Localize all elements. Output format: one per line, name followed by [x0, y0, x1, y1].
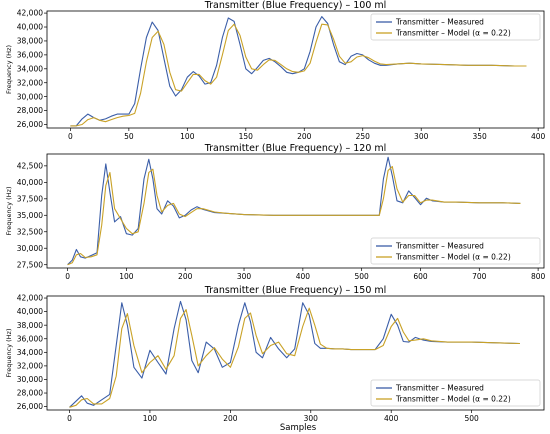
- y-tick-label: 26,000: [17, 120, 43, 129]
- chart-title: Transmitter (Blue Frequency) – 150 ml: [204, 285, 387, 296]
- y-tick-label: 27,500: [17, 260, 43, 269]
- y-tick-label: 34,000: [17, 348, 43, 357]
- x-tick-label: 300: [237, 272, 252, 281]
- x-tick-label: 100: [119, 272, 134, 281]
- series-line-measured: [67, 156, 521, 266]
- chart-title: Transmitter (Blue Frequency) – 120 ml: [204, 143, 387, 154]
- series-line-measured: [70, 16, 527, 127]
- figure-x-axis-label: Samples: [280, 423, 317, 433]
- y-axis-label: Frequency (Hz): [5, 45, 13, 94]
- y-tick-label: 30,000: [17, 375, 43, 384]
- y-tick-label: 40,000: [17, 23, 43, 32]
- x-tick-label: 400: [531, 132, 546, 141]
- y-axis-label: Frequency (Hz): [5, 328, 13, 377]
- series-line-model: [69, 307, 520, 408]
- x-tick-label: 100: [180, 132, 195, 141]
- x-tick-label: 400: [384, 414, 399, 423]
- legend-label-measured: Transmitter – Measured: [395, 242, 484, 251]
- x-tick-label: 700: [472, 272, 487, 281]
- x-tick-label: 350: [473, 132, 488, 141]
- x-tick-label: 100: [143, 414, 158, 423]
- plot-frame: [46, 10, 545, 129]
- series-line-model: [67, 165, 521, 266]
- y-tick-label: 42,500: [17, 161, 43, 170]
- y-tick-label: 32,000: [17, 78, 43, 87]
- y-tick-label: 36,000: [17, 50, 43, 59]
- y-tick-label: 37,500: [17, 194, 43, 203]
- x-tick-label: 150: [239, 132, 254, 141]
- x-tick-label: 500: [464, 414, 479, 423]
- y-tick-label: 28,000: [17, 389, 43, 398]
- legend-label-measured: Transmitter – Measured: [395, 384, 484, 393]
- y-tick-label: 30,000: [17, 244, 43, 253]
- x-tick-label: 0: [65, 272, 70, 281]
- x-tick-label: 300: [304, 414, 319, 423]
- x-tick-label: 300: [414, 132, 429, 141]
- y-tick-label: 35,000: [17, 211, 43, 220]
- y-axis-label: Frequency (Hz): [5, 186, 13, 235]
- y-tick-label: 38,000: [17, 321, 43, 330]
- legend-label-model: Transmitter – Model (α = 0.22): [395, 29, 511, 38]
- y-tick-label: 26,000: [17, 402, 43, 411]
- x-tick-label: 400: [296, 272, 311, 281]
- legend-box: [370, 379, 541, 407]
- y-tick-label: 32,000: [17, 361, 43, 370]
- series-line-measured: [69, 300, 520, 408]
- y-tick-label: 38,000: [17, 37, 43, 46]
- y-tick-label: 42,000: [17, 294, 43, 303]
- x-tick-label: 250: [356, 132, 371, 141]
- x-tick-label: 50: [124, 132, 134, 141]
- x-tick-label: 200: [178, 272, 193, 281]
- x-tick-label: 800: [531, 272, 546, 281]
- legend: Transmitter – Measured Transmitter – Mode…: [370, 237, 541, 265]
- y-tick-label: 40,000: [17, 178, 43, 187]
- series-line-model: [70, 23, 527, 127]
- y-tick-label: 40,000: [17, 307, 43, 316]
- legend-label-model: Transmitter – Model (α = 0.22): [395, 253, 511, 262]
- legend: Transmitter – Measured Transmitter – Mode…: [370, 379, 541, 407]
- y-tick-label: 32,500: [17, 227, 43, 236]
- plot-frame: [46, 153, 545, 269]
- chart-panel-120ml: Transmitter (Blue Frequency) – 120 ml 0 10…: [5, 143, 545, 281]
- chart-title: Transmitter (Blue Frequency) – 100 ml: [204, 0, 387, 11]
- legend-label-measured: Transmitter – Measured: [395, 18, 484, 27]
- x-tick-label: 200: [223, 414, 238, 423]
- y-tick-label: 30,000: [17, 92, 43, 101]
- legend-box: [370, 13, 541, 41]
- x-tick-label: 0: [68, 132, 73, 141]
- x-tick-label: 200: [297, 132, 312, 141]
- y-tick-label: 42,000: [17, 9, 43, 18]
- plot-frame: [46, 295, 545, 411]
- chart-panel-150ml: Transmitter (Blue Frequency) – 150 ml 0 10…: [5, 285, 545, 423]
- y-tick-label: 36,000: [17, 334, 43, 343]
- chart-panel-100ml: Transmitter (Blue Frequency) – 100 ml 0 50…: [5, 0, 546, 141]
- legend-box: [370, 237, 541, 265]
- legend: Transmitter – Measured Transmitter – Mode…: [370, 13, 541, 41]
- y-tick-label: 34,000: [17, 64, 43, 73]
- y-tick-label: 28,000: [17, 106, 43, 115]
- legend-label-model: Transmitter – Model (α = 0.22): [395, 395, 511, 404]
- x-tick-label: 600: [413, 272, 428, 281]
- x-tick-label: 0: [67, 414, 72, 423]
- x-tick-label: 500: [355, 272, 370, 281]
